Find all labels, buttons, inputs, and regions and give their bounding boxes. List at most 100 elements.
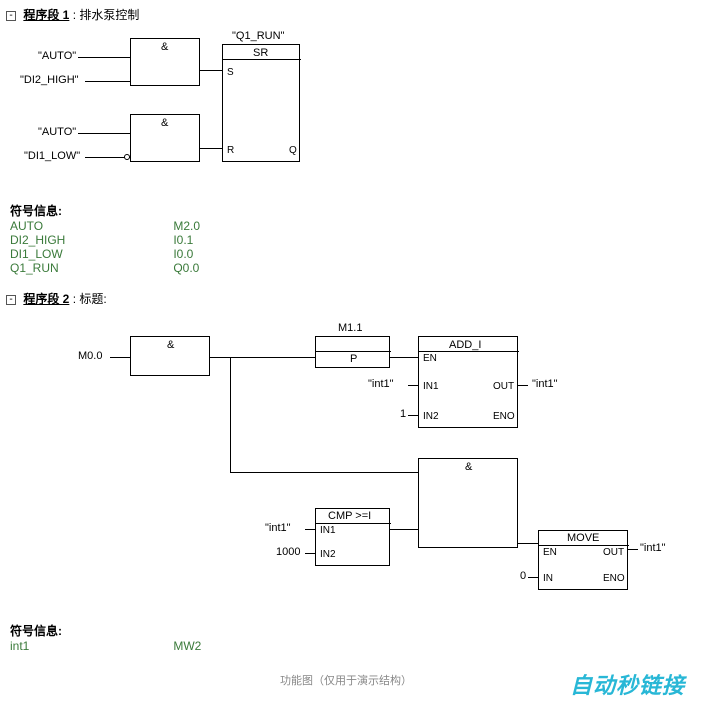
wire [408, 415, 418, 416]
and-box-1: & [130, 38, 200, 86]
cmp-in2v: 1000 [276, 546, 300, 558]
and-in1: M0.0 [78, 350, 102, 362]
wire [305, 529, 315, 530]
and2-op: & [465, 461, 472, 473]
cmp-box: CMP >=I IN1 IN2 [315, 508, 390, 566]
sym-addr: MW2 [173, 639, 201, 653]
sym-name: DI2_HIGH [10, 233, 170, 247]
sym-addr: I0.0 [173, 247, 193, 261]
divider [316, 351, 391, 352]
symbol-title-1: 符号信息: [10, 202, 200, 219]
symbol-row: DI1_LOW I0.0 [10, 247, 200, 261]
segment-1-diagram: & "AUTO" "DI2_HIGH" & "AUTO" "DI1_LOW" "… [0, 30, 400, 200]
wire [78, 57, 130, 58]
cmp-name: CMP >=I [328, 510, 371, 522]
segment-2-desc: : 标题: [73, 292, 107, 306]
wire [518, 543, 538, 544]
move-box: MOVE EN OUT IN ENO [538, 530, 628, 590]
add-outv: "int1" [532, 378, 558, 390]
add-in1v: "int1" [368, 378, 394, 390]
cmp-in2l: IN2 [320, 549, 336, 560]
watermark: 自动秒链接 [570, 668, 685, 700]
segment-1-label: 程序段 1 [23, 8, 69, 22]
p-box: P [315, 336, 390, 368]
add-eno: ENO [493, 411, 515, 422]
sym-addr: Q0.0 [173, 261, 199, 275]
add-en: EN [423, 353, 437, 364]
wire [230, 472, 418, 473]
and2-box: & [418, 458, 518, 548]
p-name: M1.1 [338, 322, 362, 334]
wire [408, 385, 418, 386]
wire [628, 549, 638, 550]
symbol-row: Q1_RUN Q0.0 [10, 261, 200, 275]
add-in2l: IN2 [423, 411, 439, 422]
and1-in2: "DI2_HIGH" [20, 74, 79, 86]
segment-2-label: 程序段 2 [23, 292, 69, 306]
symbol-title-2: 符号信息: [10, 622, 201, 639]
wire [230, 357, 231, 472]
sr-pin-s: S [227, 67, 234, 78]
sym-name: Q1_RUN [10, 261, 170, 275]
symbol-row: DI2_HIGH I0.1 [10, 233, 200, 247]
sr-name: "Q1_RUN" [232, 30, 284, 42]
wire [305, 553, 315, 554]
symbol-row: int1 MW2 [10, 639, 201, 653]
wire [528, 577, 538, 578]
wire [78, 133, 130, 134]
segment-2-header: - 程序段 2 : 标题: [6, 290, 107, 307]
sr-pin-r: R [227, 145, 234, 156]
divider [316, 523, 391, 524]
wire [518, 385, 528, 386]
and1-in1: "AUTO" [38, 50, 76, 62]
and-op: & [167, 339, 174, 351]
move-name: MOVE [567, 532, 599, 544]
sym-name: int1 [10, 639, 170, 653]
and1-op: & [161, 41, 168, 53]
segment-2-diagram: & M0.0 M1.1 P ADD_I EN IN1 OUT IN2 ENO "… [0, 318, 720, 618]
and2-in2: "DI1_LOW" [24, 150, 80, 162]
wire [390, 357, 418, 358]
add-in2v: 1 [400, 408, 406, 420]
caption: 功能图（仅用于演示结构） [280, 672, 412, 688]
segment-1-desc: : 排水泵控制 [73, 8, 140, 22]
wire [200, 148, 222, 149]
sr-box: SR S R Q [222, 44, 300, 162]
symbol-row: AUTO M2.0 [10, 219, 200, 233]
cmp-in1l: IN1 [320, 525, 336, 536]
sr-type: SR [253, 47, 268, 59]
add-name: ADD_I [449, 339, 481, 351]
negation-bubble [124, 154, 130, 160]
wire [85, 81, 130, 82]
cmp-in1v: "int1" [265, 522, 291, 534]
sr-divider [223, 59, 301, 60]
divider [419, 351, 519, 352]
symbol-info-2: 符号信息: int1 MW2 [10, 622, 201, 653]
move-en: EN [543, 547, 557, 558]
wire [200, 70, 222, 71]
sym-name: DI1_LOW [10, 247, 170, 261]
wire [110, 357, 130, 358]
wire [210, 357, 315, 358]
move-out: OUT [603, 547, 624, 558]
move-inv: 0 [520, 570, 526, 582]
add-box: ADD_I EN IN1 OUT IN2 ENO [418, 336, 518, 428]
add-in1l: IN1 [423, 381, 439, 392]
and2-op: & [161, 117, 168, 129]
and-box: & [130, 336, 210, 376]
sym-addr: M2.0 [173, 219, 200, 233]
divider [539, 545, 629, 546]
collapse-icon[interactable]: - [6, 295, 16, 305]
move-eno: ENO [603, 573, 625, 584]
move-outv: "int1" [640, 542, 666, 554]
move-inl: IN [543, 573, 553, 584]
and-box-2: & [130, 114, 200, 162]
segment-1-header: - 程序段 1 : 排水泵控制 [6, 6, 139, 23]
symbol-info-1: 符号信息: AUTO M2.0 DI2_HIGH I0.1 DI1_LOW I0… [10, 202, 200, 275]
and2-in1: "AUTO" [38, 126, 76, 138]
collapse-icon[interactable]: - [6, 11, 16, 21]
wire [390, 529, 418, 530]
sym-addr: I0.1 [173, 233, 193, 247]
add-out: OUT [493, 381, 514, 392]
p-type: P [350, 353, 357, 365]
